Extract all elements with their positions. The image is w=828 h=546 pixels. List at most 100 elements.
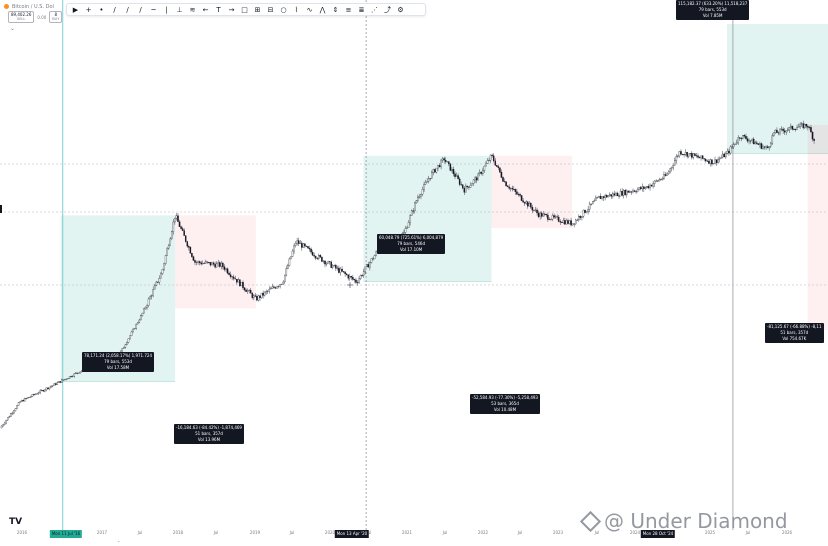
horizontal-ray-icon[interactable]: ⊥ [176, 5, 183, 14]
circle-icon[interactable]: ○ [280, 5, 287, 14]
candle-body [613, 193, 616, 196]
short-position-icon[interactable]: ⊟ [267, 5, 274, 14]
candle-body [37, 392, 40, 394]
candle-body [169, 238, 171, 246]
vertical-line-icon[interactable]: | [165, 5, 168, 14]
candle-body [489, 154, 492, 161]
candle-body [615, 192, 617, 196]
candle-body [304, 243, 306, 247]
dot-icon[interactable]: • [99, 5, 104, 14]
symbol-header[interactable]: Bitcoin / U.S. Dol [4, 2, 54, 11]
parallel-channel-icon[interactable]: ≋ [189, 5, 196, 14]
arrow-left-icon[interactable]: ← [202, 5, 209, 14]
candle-body [616, 192, 619, 197]
text-icon[interactable]: T [216, 5, 221, 14]
position-stats-line1: -81,125.67 (-66.88%) -8,11 [767, 324, 822, 329]
candle-body [528, 203, 531, 207]
buy-label: BUY [52, 17, 60, 21]
candle-body [423, 184, 425, 190]
settings-icon[interactable]: ⚙ [397, 5, 404, 14]
path-icon[interactable]: ⌇ [294, 5, 299, 14]
candle-body [129, 335, 131, 339]
x-tick-label: Jul [517, 530, 523, 535]
candle-body [217, 262, 219, 264]
candle-body [492, 155, 495, 162]
candle-body [222, 262, 224, 267]
candle-body [44, 389, 46, 392]
candle-body [68, 376, 71, 379]
brush-icon[interactable]: ~ [150, 5, 157, 14]
candle-body [301, 242, 303, 248]
fib-extension-icon[interactable]: ≣ [358, 5, 365, 14]
candle-body [649, 184, 651, 189]
candle-body [509, 187, 512, 189]
candle-body [53, 383, 55, 386]
position-stats-line2: 51 bars, 357d [195, 431, 223, 436]
candle-body [678, 151, 681, 157]
fib-retracement-icon[interactable]: ≡ [345, 5, 352, 14]
candle-body [787, 129, 789, 131]
candle-body [500, 171, 503, 178]
candle-body [345, 273, 348, 276]
forecast-icon[interactable]: ⤴ [384, 5, 391, 14]
extended-line-icon[interactable]: / [139, 5, 142, 14]
candle-body [373, 255, 376, 260]
candle-body [225, 268, 227, 270]
candle-body [471, 183, 473, 186]
candle-body [5, 420, 7, 424]
candle-body [626, 190, 628, 195]
watermark-text: @ Under Diamond [604, 509, 788, 533]
candle-body [629, 191, 631, 193]
candle-body [807, 126, 809, 128]
candle-body [164, 255, 167, 264]
candle-body [65, 378, 68, 380]
candle-body [274, 287, 277, 289]
trend-line-icon[interactable]: / [113, 5, 116, 14]
buy-button[interactable]: 8 BUY [49, 11, 63, 23]
candle-body [652, 183, 654, 187]
play-icon[interactable]: ▶ [72, 5, 79, 14]
candle-body [191, 253, 193, 257]
candle-body [683, 154, 685, 155]
time-axis[interactable]: 2016 Jul 2017 Jul 2018 Jul 2019 Jul 2020 Jul 2021 J… [0, 530, 828, 540]
long-position-icon[interactable]: ⊞ [254, 5, 261, 14]
candle-body [571, 223, 574, 226]
candle-body [444, 160, 447, 162]
candle-body [208, 262, 210, 263]
candle-body [155, 281, 158, 286]
crosshair-icon[interactable]: + [85, 5, 92, 14]
candle-body [328, 261, 331, 263]
candle-body [612, 193, 614, 197]
sell-button[interactable]: 89,402.26 SELL [8, 11, 35, 23]
candle-body [367, 264, 370, 268]
candle-body [466, 185, 469, 188]
position-stats-line1: -52,584.93 (-77.30%) -5,258,493 [472, 395, 538, 400]
signal-icon[interactable]: ⋰ [371, 5, 378, 14]
candle-body [791, 125, 794, 130]
tradingview-logo[interactable]: TV [9, 517, 23, 527]
candle-body [771, 135, 774, 144]
candle-body [277, 286, 280, 287]
bitcoin-logo-icon [4, 4, 9, 9]
candle-body [229, 274, 232, 277]
candle-body [639, 187, 642, 190]
candle-body [260, 292, 263, 298]
date-marker-label[interactable]: Mon 11 Jul '16 [49, 530, 83, 538]
ray-icon[interactable]: / [126, 5, 129, 14]
collapse-chevron-icon[interactable]: ⌄ [10, 25, 16, 32]
candle-body [305, 245, 308, 247]
candle-body [607, 195, 609, 198]
pattern-icon[interactable]: ∿ [306, 5, 313, 14]
candle-body [658, 179, 661, 182]
rectangle-icon[interactable]: □ [241, 5, 248, 14]
candle-body [220, 262, 223, 267]
candle-body [327, 261, 329, 264]
date-marker-label[interactable]: Mon 13 Apr '20 [334, 530, 370, 538]
expand-chevron-icon[interactable]: ⌃ [117, 540, 121, 545]
elliott-wave-icon[interactable]: ⋀ [319, 5, 326, 14]
arrow-right-icon[interactable]: → [228, 5, 235, 14]
price-range-icon[interactable]: ⇕ [332, 5, 339, 14]
candle-body [352, 277, 354, 280]
date-marker-label[interactable]: Mon 28 Oct '24 [640, 530, 676, 538]
